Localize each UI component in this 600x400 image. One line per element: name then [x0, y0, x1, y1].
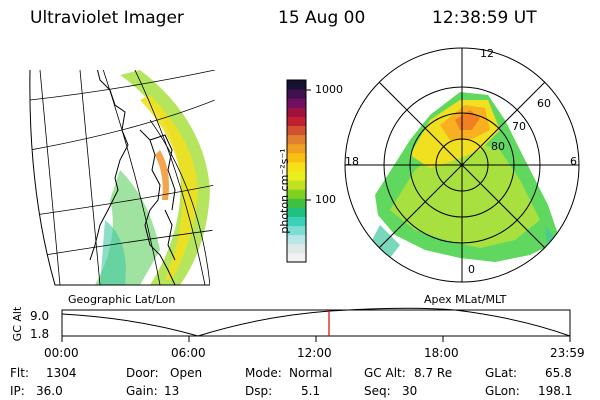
- colorbar-segment: [287, 98, 306, 108]
- imager-title: Ultraviolet Imager: [30, 8, 184, 28]
- glon-value: 198.1: [538, 384, 573, 398]
- colorbar-segment: [287, 107, 306, 117]
- altitude-tick-top: 9.0: [30, 309, 50, 323]
- altitude-tick-bottom: 1.8: [30, 327, 50, 341]
- mode-value: Normal: [289, 366, 333, 380]
- date-label: 15 Aug 00: [278, 8, 366, 28]
- mlt-label-0: 0: [468, 263, 475, 276]
- colorbar-tick-1000: 1000: [315, 83, 343, 96]
- altitude-axis-label: GC Alt: [11, 306, 24, 342]
- colorbar-segment: [287, 116, 306, 126]
- mlat-label-80: 80: [491, 140, 505, 153]
- glon-label: GLon:: [485, 384, 520, 398]
- flt-label: Flt:: [10, 366, 29, 380]
- gc-alt-value: 8.7 Re: [414, 366, 453, 380]
- mlat-label-60: 60: [537, 97, 551, 110]
- colorbar-segment: [287, 89, 306, 99]
- mlt-label-18: 18: [345, 155, 359, 168]
- dsp-label: Dsp:: [245, 384, 273, 398]
- ip-label: IP:: [10, 384, 25, 398]
- ip-value: 36.0: [36, 384, 63, 398]
- time-tick-0000: 00:00: [44, 346, 79, 360]
- time-tick-1800: 18:00: [424, 346, 459, 360]
- mlat-label-70: 70: [512, 120, 526, 133]
- mode-label: Mode:: [245, 366, 282, 380]
- door-value: Open: [170, 366, 203, 380]
- gc-alt-label: GC Alt:: [364, 366, 406, 380]
- time-tick-0600: 06:00: [171, 346, 206, 360]
- colorbar-tick-100: 100: [315, 193, 336, 206]
- time-tick-2359: 23:59: [550, 346, 585, 360]
- colorbar-label: photon cm⁻²s⁻¹: [278, 148, 291, 234]
- left-panel-caption: Geographic Lat/Lon: [68, 293, 176, 306]
- time-tick-1200: 12:00: [297, 346, 332, 360]
- right-panel-caption: Apex MLat/MLT: [424, 293, 507, 306]
- seq-label: Seq:: [364, 384, 391, 398]
- seq-value: 30: [402, 384, 418, 398]
- colorbar-segment: [287, 80, 306, 90]
- time-label: 12:38:59 UT: [432, 8, 537, 28]
- glat-label: GLat:: [485, 366, 518, 380]
- mlt-label-12: 12: [480, 47, 494, 60]
- mlt-label-6: 6: [570, 155, 577, 168]
- dsp-value: 5.1: [301, 384, 321, 398]
- door-label: Door:: [126, 366, 159, 380]
- glat-value: 65.8: [545, 366, 572, 380]
- flt-value: 1304: [46, 366, 77, 380]
- gain-label: Gain:: [126, 384, 158, 398]
- gain-value: 13: [164, 384, 180, 398]
